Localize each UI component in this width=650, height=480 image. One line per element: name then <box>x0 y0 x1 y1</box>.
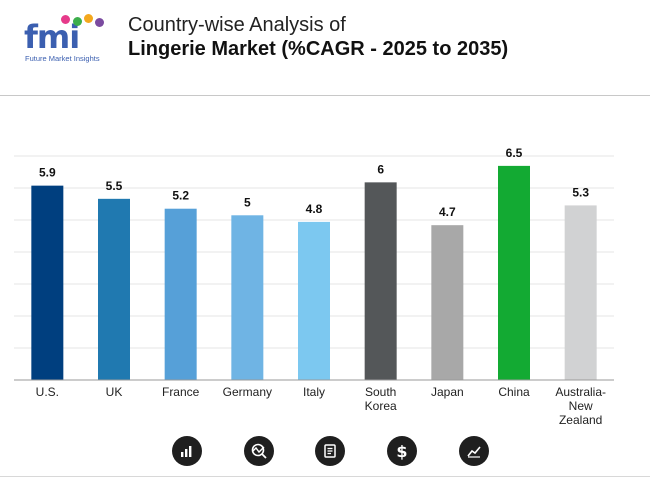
bar-chart: 5.9 U.S. 5.5 UK 5.2 France 5 Germany 4.8 Italy 6 So… <box>14 146 614 427</box>
x-tick-label-0: U.S. <box>36 385 59 399</box>
data-label-1: 5.5 <box>106 179 123 193</box>
x-tick-label-6: Japan <box>431 385 464 399</box>
bar-chart-icon[interactable] <box>172 436 202 466</box>
fmi-logo: fmi Future Market Insights <box>24 14 108 66</box>
x-tick-label-line: U.S. <box>36 385 59 399</box>
bar-5 <box>364 182 397 380</box>
x-tick-label-line: Japan <box>431 385 464 399</box>
logo-dot-pink <box>61 15 70 24</box>
header: fmi Future Market Insights Country-wise … <box>0 0 650 95</box>
bar-2 <box>164 208 197 380</box>
x-tick-label-1: UK <box>106 385 123 399</box>
data-label-7: 6.5 <box>506 146 523 160</box>
x-tick-label-line: New <box>569 399 593 413</box>
bar-0 <box>31 185 64 380</box>
icon-toolbar: $ <box>0 436 650 470</box>
logo-dot-purple <box>95 18 104 27</box>
data-label-6: 4.7 <box>439 205 456 219</box>
logo-dot-green <box>73 17 82 26</box>
x-tick-label-line: Germany <box>223 385 272 399</box>
chart-title-line-1: Country-wise Analysis of <box>128 14 346 36</box>
x-tick-label-3: Germany <box>223 385 272 399</box>
data-label-2: 5.2 <box>172 189 189 203</box>
x-tick-label-line: France <box>162 385 200 399</box>
bar-1 <box>98 198 130 380</box>
chart-title-line-2: Lingerie Market (%CAGR - 2025 to 2035) <box>128 38 509 60</box>
data-label-5: 6 <box>377 162 384 176</box>
x-tick-label-line: China <box>498 385 530 399</box>
logo-dot-orange <box>84 14 93 23</box>
x-tick-label-5: South Korea <box>365 385 397 413</box>
document-icon[interactable] <box>315 436 345 466</box>
x-tick-label-line: UK <box>106 385 123 399</box>
logo-letters: fmi <box>24 18 80 56</box>
logo-tagline: Future Market Insights <box>25 54 100 63</box>
footer-divider <box>0 476 650 477</box>
x-tick-label-line: Australia- <box>555 385 606 399</box>
data-label-4: 4.8 <box>306 202 323 216</box>
data-label-0: 5.9 <box>39 166 56 180</box>
x-tick-label-line: Zealand <box>559 413 602 427</box>
bar-3 <box>231 215 264 380</box>
bar-4 <box>298 221 330 380</box>
x-tick-label-4: Italy <box>303 385 325 399</box>
x-tick-label-2: France <box>162 385 200 399</box>
x-tick-label-line: Korea <box>365 399 397 413</box>
data-label-3: 5 <box>244 195 251 209</box>
svg-text:$: $ <box>396 442 407 460</box>
x-tick-label-line: Italy <box>303 385 325 399</box>
header-divider <box>0 95 650 96</box>
trend-chart-icon[interactable] <box>459 436 489 466</box>
bar-7 <box>498 165 530 380</box>
x-tick-label-7: China <box>498 385 530 399</box>
dollar-icon[interactable]: $ <box>387 436 417 466</box>
data-label-8: 5.3 <box>572 185 589 199</box>
analysis-icon[interactable] <box>244 436 274 466</box>
bar-8 <box>564 205 597 380</box>
x-tick-label-line: South <box>365 385 396 399</box>
bar-6 <box>431 225 464 380</box>
x-tick-label-8: Australia-New Zealand <box>555 385 606 427</box>
